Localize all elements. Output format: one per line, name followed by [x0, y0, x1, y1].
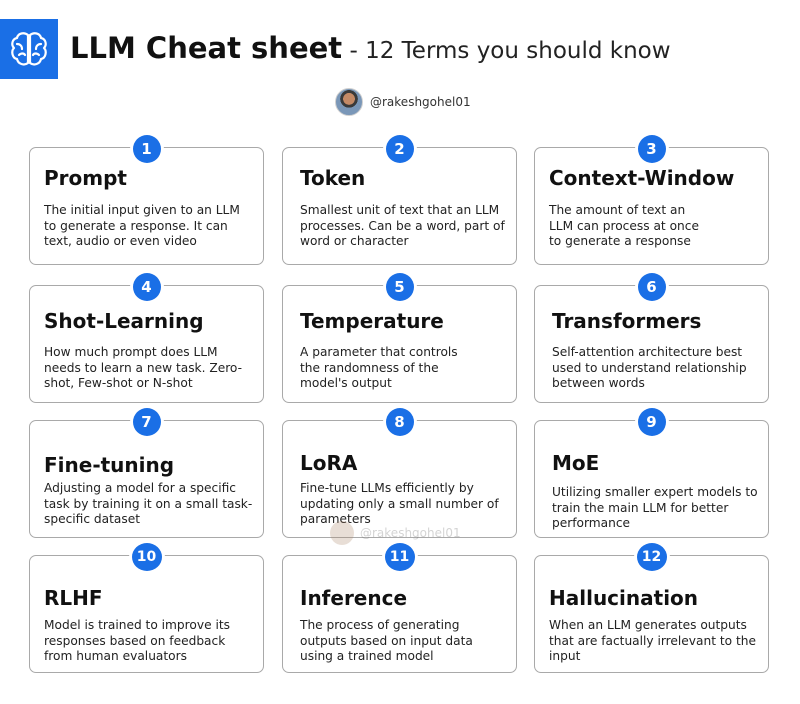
card-number-badge: 10	[131, 543, 162, 571]
card-number-badge: 3	[637, 135, 666, 163]
card-description: The process of generating outputs based …	[300, 618, 473, 663]
term-card-12: 12 Hallucination When an LLM generates o…	[534, 543, 769, 673]
card-number-badge: 2	[385, 135, 414, 163]
term-card-6: 6 Transformers Self-attention architectu…	[534, 273, 769, 403]
card-title: Token	[300, 166, 366, 190]
card-description: The initial input given to an LLM to gen…	[44, 203, 240, 248]
card-description: When an LLM generates outputs that are f…	[549, 618, 756, 663]
card-description: Model is trained to improve its response…	[44, 618, 230, 663]
card-number-badge: 4	[132, 273, 161, 301]
card-title: Transformers	[552, 309, 702, 333]
term-card-7: 7 Fine-tuning Adjusting a model for a sp…	[29, 408, 264, 538]
term-card-2: 2 Token Smallest unit of text that an LL…	[282, 135, 517, 265]
term-card-9: 9 MoE Utilizing smaller expert models to…	[534, 408, 769, 538]
card-description: Fine-tune LLMs efficiently by updating o…	[300, 481, 499, 526]
page-title-main: LLM Cheat sheet	[70, 31, 343, 65]
author-tag: @rakeshgohel01	[335, 88, 471, 116]
card-description: Utilizing smaller expert models to train…	[552, 485, 758, 530]
card-number-badge: 8	[385, 408, 414, 436]
card-number-badge: 11	[384, 543, 415, 571]
card-number-badge: 7	[132, 408, 161, 436]
term-card-5: 5 Temperature A parameter that controls …	[282, 273, 517, 403]
logo-badge	[0, 19, 58, 79]
card-title: Shot-Learning	[44, 309, 204, 333]
card-number-badge: 12	[636, 543, 667, 571]
term-card-11: 11 Inference The process of generating o…	[282, 543, 517, 673]
card-title: RLHF	[44, 586, 103, 610]
card-description: Self-attention architecture best used to…	[552, 345, 747, 390]
card-title: Hallucination	[549, 586, 699, 610]
page-title-subtitle: - 12 Terms you should know	[342, 38, 671, 64]
page-title: LLM Cheat sheet - 12 Terms you should kn…	[70, 34, 671, 63]
card-description: Smallest unit of text that an LLM proces…	[300, 203, 505, 248]
term-card-8: 8 LoRA Fine-tune LLMs efficiently by upd…	[282, 408, 517, 538]
term-card-10: 10 RLHF Model is trained to improve its …	[29, 543, 264, 673]
term-card-3: 3 Context-Window The amount of text an L…	[534, 135, 769, 265]
card-number-badge: 1	[132, 135, 161, 163]
card-description: The amount of text an LLM can process at…	[549, 203, 699, 248]
card-title: Context-Window	[549, 166, 735, 190]
brain-icon	[11, 32, 47, 66]
card-title: LoRA	[300, 451, 358, 475]
term-card-1: 1 Prompt The initial input given to an L…	[29, 135, 264, 265]
card-title: Temperature	[300, 309, 444, 333]
card-title: Prompt	[44, 166, 127, 190]
card-number-badge: 5	[385, 273, 414, 301]
card-title: MoE	[552, 451, 600, 475]
card-number-badge: 9	[637, 408, 666, 436]
card-title: Inference	[300, 586, 408, 610]
card-title: Fine-tuning	[44, 453, 175, 477]
term-card-4: 4 Shot-Learning How much prompt does LLM…	[29, 273, 264, 403]
author-handle: @rakeshgohel01	[370, 95, 471, 109]
card-description: A parameter that controls the randomness…	[300, 345, 458, 390]
card-description: How much prompt does LLM needs to learn …	[44, 345, 243, 390]
avatar	[335, 88, 363, 116]
card-description: Adjusting a model for a specific task by…	[44, 481, 253, 526]
card-number-badge: 6	[637, 273, 666, 301]
